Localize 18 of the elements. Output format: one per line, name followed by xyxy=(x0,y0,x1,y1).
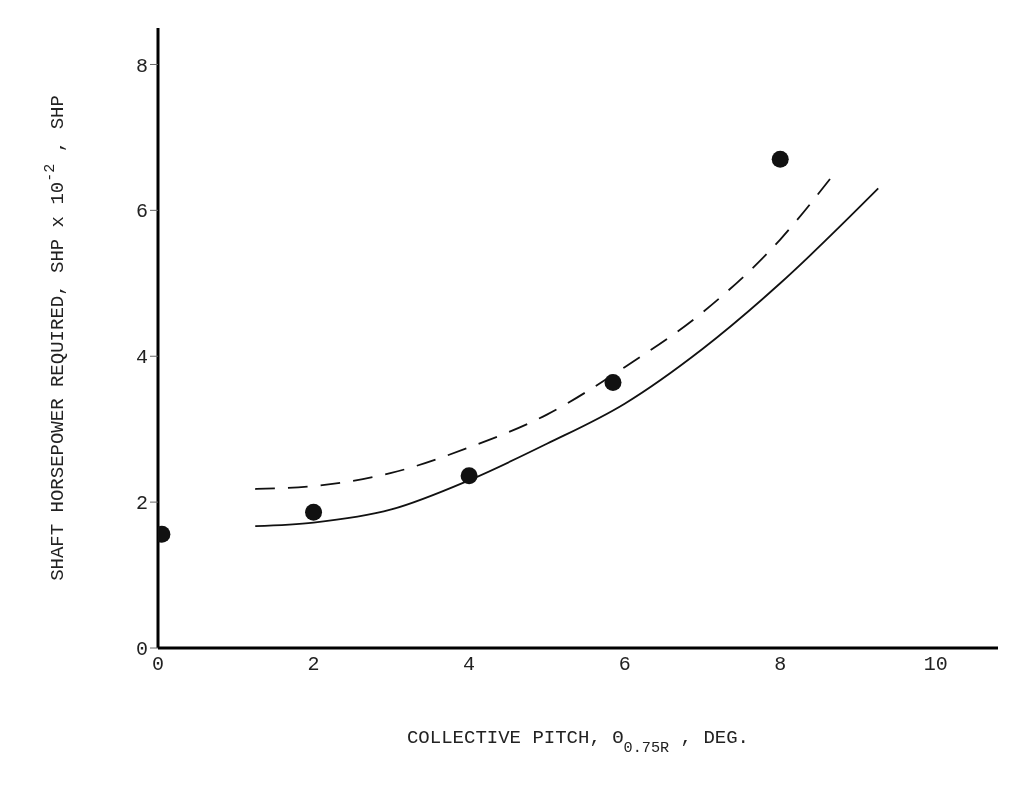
y-tick-label: 4 xyxy=(135,346,148,370)
y-tick-label: 2 xyxy=(135,492,148,516)
x-tick-label: 4 xyxy=(463,653,476,677)
x-tick-label: 0 xyxy=(151,653,165,677)
x-tick-label: 2 xyxy=(307,653,320,677)
line-series xyxy=(254,178,831,490)
x-axis-title: COLLECTIVE PITCH, Θ$_{0.75R}$, DEG. xyxy=(406,727,750,757)
point xyxy=(771,150,789,168)
y-tick-label: 6 xyxy=(135,200,148,224)
x-tick-label: 8 xyxy=(774,653,787,677)
line-series xyxy=(254,187,880,528)
point xyxy=(604,373,622,391)
point xyxy=(305,503,323,521)
x-tick-label: 10 xyxy=(923,653,948,677)
point xyxy=(460,467,478,485)
y-tick-label: 0 xyxy=(135,638,148,662)
y-tick-label: 8 xyxy=(135,54,148,78)
x-tick-label: 6 xyxy=(618,653,631,677)
